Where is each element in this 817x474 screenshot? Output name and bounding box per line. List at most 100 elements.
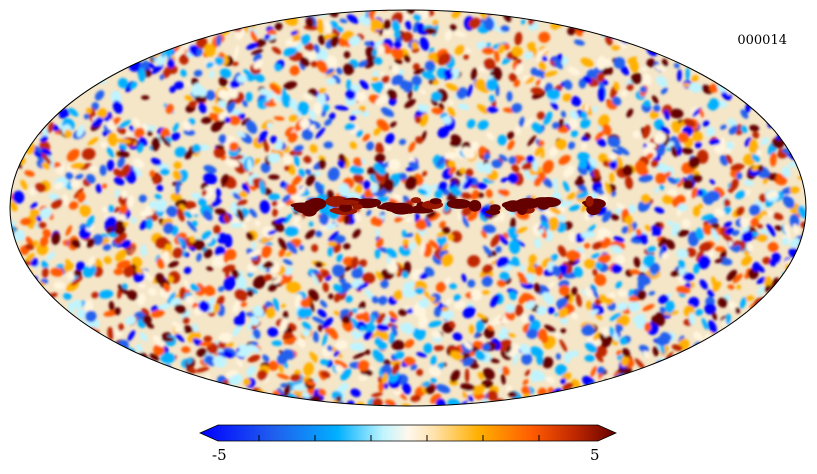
map-texture-blob [570,129,579,138]
map-texture-blob [136,293,146,306]
map-texture-blob [30,202,38,210]
map-texture-blob [36,215,42,222]
map-texture-blob [268,193,280,201]
map-texture-blob [351,256,359,269]
map-texture-blob [179,287,186,300]
map-texture-blob [189,236,196,243]
map-texture-blob [83,113,91,120]
map-texture-blob [114,224,126,235]
map-texture-blob [462,357,474,367]
map-texture-blob [267,327,279,337]
map-texture-blob [223,251,230,263]
map-texture-blob [699,279,708,290]
map-texture-blob [53,281,66,290]
map-texture-blob [656,75,668,88]
map-texture-blob [549,146,559,157]
map-texture-blob [483,245,492,256]
map-texture-blob [601,68,611,76]
map-texture-blob [531,122,543,133]
map-texture-blob [440,309,454,320]
map-texture-blob [121,283,128,290]
map-texture-blob [381,364,392,376]
map-texture-blob [563,351,572,364]
map-texture-blob [782,195,795,209]
map-texture-blob [271,46,282,55]
map-texture-blob [424,60,435,71]
map-texture-blob [619,337,628,345]
map-texture-blob [513,352,519,366]
map-texture-blob [655,163,669,172]
map-texture-blob [222,264,236,273]
map-texture-blob [632,313,645,323]
map-texture-blob [547,216,560,232]
map-texture-blob [562,93,572,102]
map-texture-blob [141,95,150,100]
map-texture-blob [315,127,326,139]
map-texture-blob [536,306,548,314]
map-texture-blob [570,95,582,107]
map-texture-blob [310,60,318,68]
map-texture-blob [492,26,507,34]
map-texture-blob [744,189,751,196]
map-texture-blob [343,214,351,225]
map-texture-blob [571,378,581,389]
map-texture-blob [167,275,174,283]
map-texture-blob [381,75,390,84]
map-texture-blob [384,399,397,406]
map-texture-blob [659,306,666,314]
map-texture-blob [501,366,510,376]
map-texture-blob [155,236,169,249]
map-texture-blob [665,300,675,314]
map-texture-blob [550,100,559,111]
map-texture-blob [246,232,254,241]
map-texture-blob [147,130,153,137]
map-texture-blob [342,63,355,76]
map-texture-blob [616,302,628,311]
map-texture-blob [327,245,334,257]
map-texture-blob [640,67,648,72]
map-texture-blob [184,150,193,160]
map-texture-blob [280,303,286,308]
map-texture-blob [405,233,414,238]
map-texture-blob [424,266,435,277]
map-texture-blob [238,190,248,198]
map-texture-blob [427,320,442,328]
map-texture-blob [609,312,622,321]
map-texture-blob [198,144,211,151]
map-texture-blob [764,285,771,293]
map-texture-blob [637,274,651,286]
map-texture-blob [403,81,413,93]
map-texture-blob [383,178,395,192]
map-texture-blob [301,129,314,141]
map-texture-blob [371,184,379,193]
map-texture-blob [607,136,621,148]
map-texture-blob [216,144,225,150]
map-texture-blob [547,281,556,289]
map-texture-blob [41,267,49,278]
map-texture-blob [501,326,509,340]
map-texture-blob [150,157,162,166]
map-texture-blob [236,199,248,207]
map-texture-blob [151,214,159,221]
map-texture-blob [508,156,517,165]
map-texture-blob [272,208,278,217]
map-texture-blob [372,349,385,363]
map-texture-blob [212,255,226,267]
map-texture-blob [223,276,236,291]
map-texture-blob [642,304,655,312]
map-texture-blob [538,140,545,147]
map-texture-blob [748,138,758,154]
map-texture-blob [671,344,683,351]
map-texture-blob [429,365,441,377]
map-texture-blob [91,292,99,299]
map-texture-blob [506,91,513,102]
map-texture-blob [191,209,199,215]
map-texture-blob [544,324,556,333]
map-texture-blob [114,236,123,245]
map-texture-blob [138,68,146,82]
map-texture-blob [386,261,398,274]
map-texture-blob [351,268,364,279]
map-texture-blob [775,175,781,181]
map-texture-blob [475,350,486,361]
map-texture-blob [147,287,158,296]
